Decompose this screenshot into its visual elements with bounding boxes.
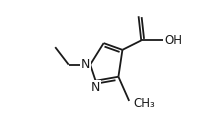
- Text: N: N: [91, 81, 100, 94]
- Text: N: N: [81, 58, 90, 71]
- Text: CH₃: CH₃: [133, 97, 155, 110]
- Text: OH: OH: [165, 34, 183, 47]
